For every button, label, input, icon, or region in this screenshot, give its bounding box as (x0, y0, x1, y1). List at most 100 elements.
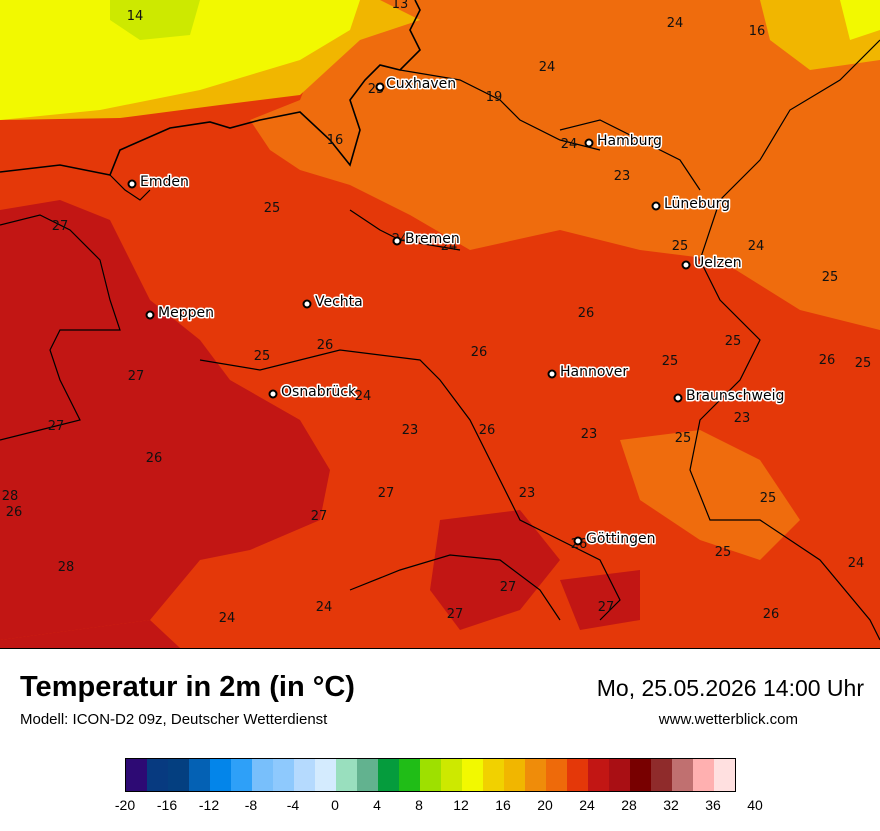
temperature-label: 25 (760, 491, 777, 506)
legend-tick-label: -16 (156, 797, 178, 813)
elbe-river (399, 69, 601, 151)
temperature-label: 24 (441, 239, 458, 254)
city-label-braunschweig: Braunschweig (686, 388, 784, 404)
legend-swatch (378, 759, 399, 791)
temperature-label: 24 (667, 16, 684, 31)
temperature-label: 24 (539, 60, 556, 75)
city-dot-lueneburg (651, 201, 661, 211)
legend-swatch (168, 759, 189, 791)
city-dot-cuxhaven (375, 82, 385, 92)
border-netherlands (0, 214, 121, 441)
temperature-label: 28 (58, 560, 75, 575)
legend-swatch (336, 759, 357, 791)
temperature-label: 27 (378, 486, 395, 501)
temperature-label: 27 (500, 580, 517, 595)
temperature-label: 24 (219, 611, 236, 626)
city-label-bremen: Bremen (405, 231, 460, 247)
city-dot-meppen (145, 310, 155, 320)
temperature-label: 25 (672, 239, 689, 254)
temperature-label: 16 (327, 133, 344, 148)
legend-tick-label: 0 (331, 797, 339, 813)
legend-swatch (693, 759, 714, 791)
temperature-zone-cool-nw (110, 0, 200, 40)
legend-swatch (273, 759, 294, 791)
legend-swatch (210, 759, 231, 791)
city-dot-vechta (302, 299, 312, 309)
legend-tick-label: -8 (244, 797, 258, 813)
temperature-label: 27 (311, 509, 328, 524)
temperature-zone-warm-south (430, 510, 560, 630)
legend-swatch (231, 759, 252, 791)
temperature-label: 23 (519, 486, 536, 501)
temperature-label: 25 (715, 545, 732, 560)
legend-swatch (525, 759, 546, 791)
city-label-cuxhaven: Cuxhaven (386, 76, 456, 92)
temperature-zone-orange-south (620, 430, 800, 560)
temperature-label: 23 (614, 169, 631, 184)
border-hamburg (559, 119, 701, 191)
city-dot-bremen (392, 236, 402, 246)
temperature-label: 16 (749, 24, 766, 39)
temperature-label: 24 (355, 389, 372, 404)
temperature-label: 26 (146, 451, 163, 466)
temperature-label: 23 (581, 427, 598, 442)
legend-swatch (147, 759, 168, 791)
legend-tick-label: 32 (663, 797, 679, 813)
legend-swatch (399, 759, 420, 791)
city-label-meppen: Meppen (158, 305, 214, 321)
temperature-label: 26 (6, 505, 23, 520)
temperature-label: 25 (822, 270, 839, 285)
legend-ticks: -20 -16 -12 -8 -4 0 4 8 12 16 20 24 28 32 36 40 (110, 797, 770, 815)
city-dot-braunschweig (673, 393, 683, 403)
legend-swatch (315, 759, 336, 791)
legend-tick-label: 24 (579, 797, 595, 813)
website-link[interactable]: www.wetterblick.com (658, 711, 798, 728)
temperature-label: 23 (402, 423, 419, 438)
temperature-label: 25 (675, 431, 692, 446)
temperature-zone-orange (250, 0, 880, 330)
city-dot-emden (127, 179, 137, 189)
legend-tick-label: -20 (114, 797, 136, 813)
legend-tick-label: -4 (286, 797, 300, 813)
city-label-osnabrueck: Osnabrück (281, 384, 357, 400)
legend-swatch (504, 759, 525, 791)
temperature-zone-yellow-sea (0, 0, 360, 120)
city-label-hannover: Hannover (560, 364, 628, 380)
temperature-label: 24 (848, 556, 865, 571)
temperature-label: 13 (392, 0, 409, 12)
temperature-zone-yellow-ne (840, 0, 880, 40)
temperature-map: 14 13 24 16 24 25 19 16 24 23 27 25 24 24 25 24 25 26 26 27… (0, 0, 880, 648)
legend-swatch (462, 759, 483, 791)
temperature-label: 23 (734, 411, 751, 426)
city-label-goettingen: Göttingen (586, 531, 656, 547)
temperature-label: 26 (317, 338, 334, 353)
ems-estuary (109, 174, 151, 201)
temperature-label: 27 (128, 369, 145, 384)
city-dot-hamburg (584, 138, 594, 148)
city-label-lueneburg: Lüneburg (664, 196, 730, 212)
legend-swatch (441, 759, 462, 791)
temperature-label: 25 (264, 201, 281, 216)
temperature-label: 26 (763, 607, 780, 622)
legend-swatch (714, 759, 735, 791)
city-dot-osnabrueck (268, 389, 278, 399)
legend-swatch (588, 759, 609, 791)
temperature-label: 26 (479, 423, 496, 438)
city-markers: Cuxhaven Hamburg Emden Lüneburg Bremen U… (127, 75, 786, 549)
legend-swatch (252, 759, 273, 791)
temperature-label: 25 (725, 334, 742, 349)
temperature-label: 25 (855, 356, 872, 371)
border-south (349, 554, 561, 621)
temperature-zone-warm-south-2 (560, 570, 640, 630)
legend-tick-label: 40 (747, 797, 763, 813)
color-legend (125, 758, 736, 792)
model-subtitle: Modell: ICON-D2 09z, Deutscher Wetterdie… (20, 711, 328, 728)
coastline (0, 0, 421, 176)
legend-tick-label: 28 (621, 797, 637, 813)
forecast-datetime: Mo, 25.05.2026 14:00 Uhr (596, 675, 864, 701)
legend-swatch (420, 759, 441, 791)
map-title: Temperatur in 2m (in °C) (20, 671, 355, 703)
temperature-label: 28 (2, 489, 19, 504)
city-dot-hannover (547, 369, 557, 379)
temperature-label: 26 (819, 353, 836, 368)
